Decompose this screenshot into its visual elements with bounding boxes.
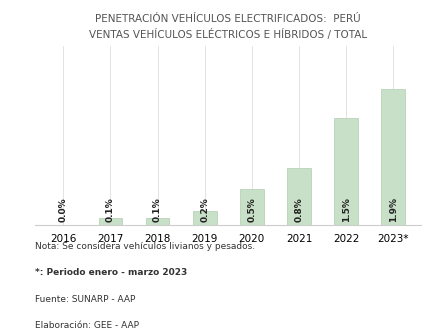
Bar: [99, 218, 122, 225]
Text: *: Periodo enero - marzo 2023: *: Periodo enero - marzo 2023: [35, 268, 187, 277]
Text: 1.5%: 1.5%: [341, 197, 350, 222]
Text: 0.1%: 0.1%: [106, 198, 115, 222]
Bar: [333, 118, 357, 225]
Text: Nota: Se considera vehículos livianos y pesados.: Nota: Se considera vehículos livianos y …: [35, 242, 254, 251]
Text: 0.0%: 0.0%: [59, 198, 68, 222]
Text: Elaboración: GEE - AAP: Elaboración: GEE - AAP: [35, 321, 139, 330]
Text: 0.1%: 0.1%: [153, 198, 162, 222]
Bar: [286, 168, 310, 225]
Text: 1.9%: 1.9%: [388, 197, 397, 222]
Bar: [145, 218, 169, 225]
Bar: [240, 189, 263, 225]
Text: 0.2%: 0.2%: [200, 198, 209, 222]
Title: PENETRACIÓN VEHÍCULOS ELECTRIFICADOS:  PERÚ
VENTAS VEHÍCULOS ELÉCTRICOS E HÍBRID: PENETRACIÓN VEHÍCULOS ELECTRIFICADOS: PE…: [89, 14, 367, 40]
Text: Fuente: SUNARP - AAP: Fuente: SUNARP - AAP: [35, 295, 135, 304]
Text: 0.8%: 0.8%: [294, 198, 303, 222]
Bar: [193, 211, 216, 225]
Text: 0.5%: 0.5%: [247, 198, 256, 222]
Bar: [381, 89, 404, 225]
